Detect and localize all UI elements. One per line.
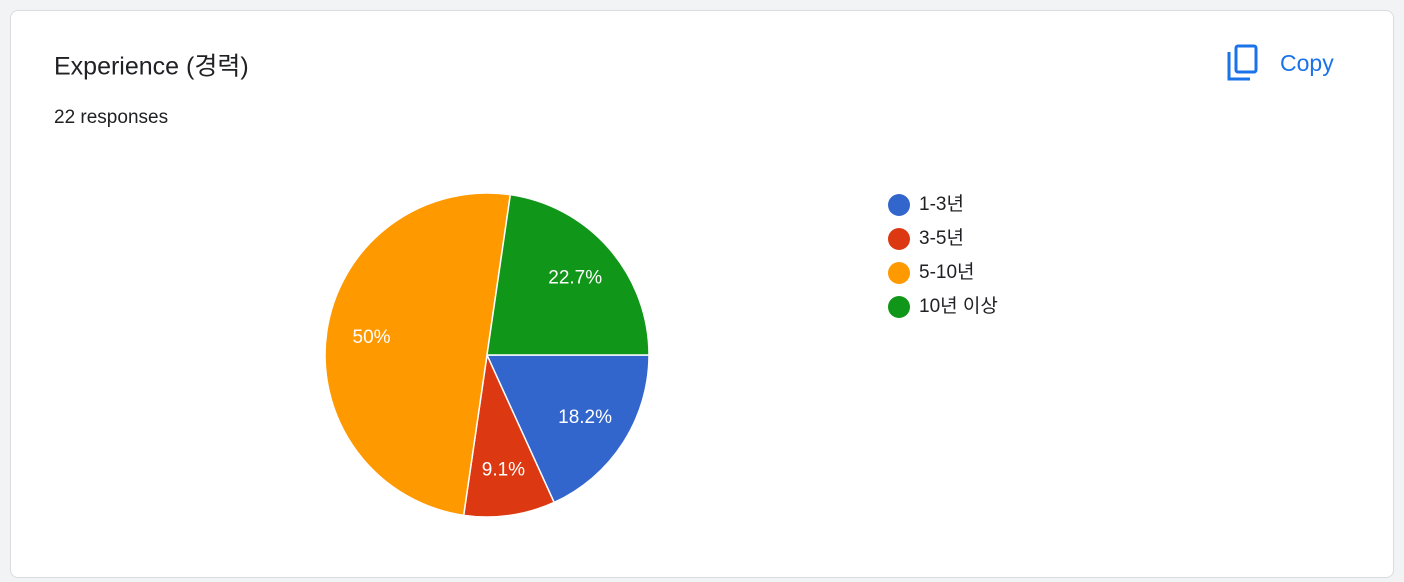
copy-icon-front <box>1234 44 1258 74</box>
card <box>10 10 1394 578</box>
pie-slice <box>462 352 556 518</box>
slice-label: 9.1% <box>482 459 525 480</box>
pie-slice <box>485 354 650 504</box>
legend-label: 10년 이상 <box>919 295 998 317</box>
slice-label: 50% <box>353 327 391 348</box>
legend: 1-3년 3-5년 5-10년 10년 이상 <box>888 193 998 318</box>
pie-slice <box>324 192 512 517</box>
legend-swatch <box>888 296 910 318</box>
copy-button[interactable] <box>1227 44 1258 81</box>
pie: 18.2% 9.1% 50% 22.7% <box>324 192 650 518</box>
title: Experience (경력) <box>54 53 249 81</box>
slice-label: 18.2% <box>558 407 612 428</box>
slice-label: 22.7% <box>548 268 602 289</box>
pie-slice <box>486 193 650 356</box>
legend-swatch <box>888 228 910 250</box>
legend-label: 5-10년 <box>919 261 975 283</box>
legend-swatch <box>888 262 910 284</box>
subtitle: 22 responses <box>54 107 168 128</box>
legend-swatch <box>888 194 910 216</box>
legend-label: 1-3년 <box>919 193 964 215</box>
copy-icon-back <box>1227 52 1250 81</box>
legend-label: 3-5년 <box>919 227 964 249</box>
copy-label[interactable]: Copy <box>1280 50 1334 76</box>
